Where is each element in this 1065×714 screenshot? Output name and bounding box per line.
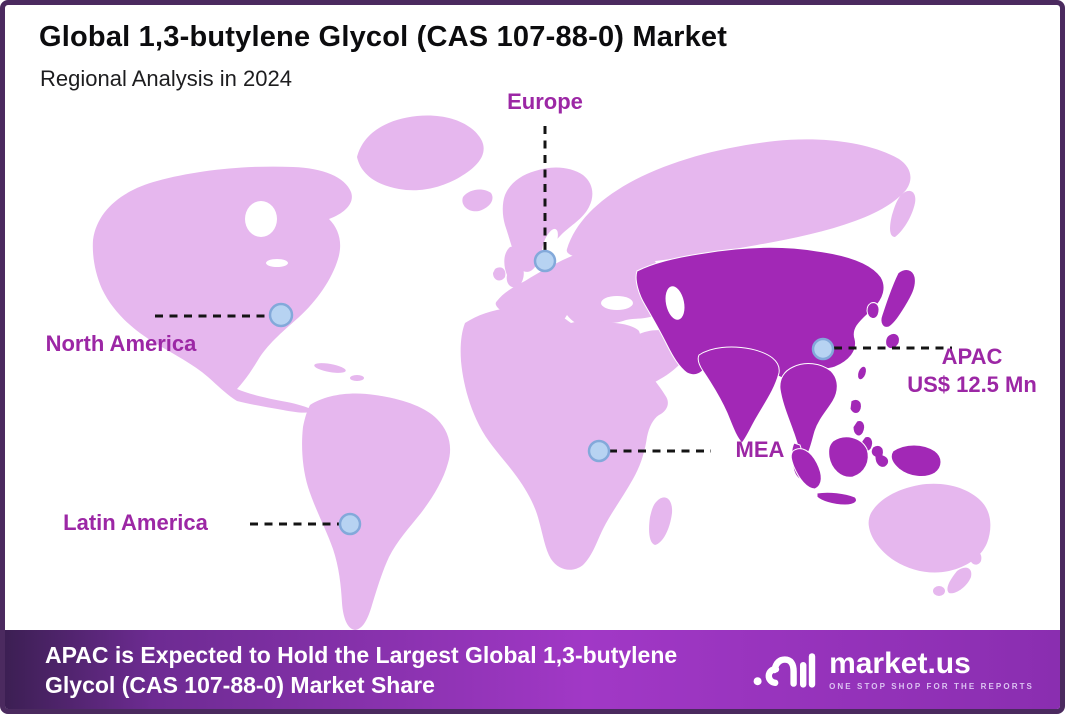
- region-label-apac: APAC US$ 12.5 Mn: [883, 343, 1060, 399]
- bottom-banner: APAC is Expected to Hold the Largest Glo…: [5, 630, 1060, 709]
- hudson-bay: [245, 201, 277, 237]
- caspian-sea: [665, 286, 685, 320]
- region-label-north-america: North America: [45, 331, 197, 356]
- marketus-logo-name: market.us: [829, 646, 971, 680]
- island-hispaniola: [350, 375, 364, 381]
- great-lakes: [266, 259, 288, 267]
- island-iceland: [462, 189, 493, 212]
- island-java: [816, 491, 858, 506]
- island-cuba: [314, 363, 346, 373]
- island-tasmania: [933, 586, 945, 596]
- island-ireland: [493, 267, 506, 281]
- banner-line-1: APAC is Expected to Hold the Largest Glo…: [45, 641, 678, 668]
- region-label-mea: MEA: [735, 437, 785, 462]
- continent-north-america: [92, 166, 352, 413]
- region-india: [697, 346, 780, 444]
- page-subtitle: Regional Analysis in 2024: [40, 66, 292, 91]
- region-russia: [566, 139, 911, 264]
- island-new-zealand-south: [947, 567, 972, 594]
- island-taiwan: [857, 365, 867, 381]
- region-indochina: [779, 363, 838, 460]
- region-value-apac: US$ 12.5 Mn: [907, 372, 1037, 397]
- region-kamchatka: [890, 190, 916, 237]
- continent-south-america: [302, 393, 451, 630]
- page-title: Global 1,3-butylene Glycol (CAS 107-88-0…: [39, 21, 728, 53]
- region-label-apac-name: APAC: [941, 344, 1003, 369]
- banner-text: APAC is Expected to Hold the Largest Glo…: [45, 640, 677, 700]
- region-label-latin-america: Latin America: [63, 510, 208, 535]
- island-borneo: [828, 436, 869, 478]
- island-japan: [880, 269, 916, 328]
- island-philippines-1: [849, 398, 862, 414]
- island-new-guinea: [890, 444, 942, 477]
- marker-north-america: [268, 302, 294, 328]
- marketus-logo-icon: [753, 652, 816, 688]
- marketus-logo-tagline: ONE STOP SHOP FOR THE REPORTS: [829, 681, 1034, 691]
- marker-europe: [533, 249, 557, 273]
- banner-line-2: Glycol (CAS 107-88-0) Market Share: [45, 671, 435, 698]
- island-sulawesi: [870, 444, 890, 468]
- marketus-logo: market.us ONE STOP SHOP FOR THE REPORTS: [752, 645, 1034, 695]
- island-madagascar: [649, 497, 673, 545]
- region-label-europe: Europe: [507, 89, 583, 114]
- marker-latin-america: [338, 512, 362, 536]
- marker-mea: [587, 439, 611, 463]
- continent-australia: [868, 483, 991, 573]
- black-sea: [601, 296, 633, 310]
- marketus-logo-text: market.us ONE STOP SHOP FOR THE REPORTS: [829, 646, 1034, 691]
- world-map: [92, 115, 991, 630]
- island-sumatra: [790, 448, 822, 490]
- region-korea: [866, 302, 880, 319]
- island-philippines-2: [852, 420, 866, 437]
- region-scandinavia: [502, 167, 593, 272]
- marker-apac: [811, 337, 835, 361]
- continent-greenland: [357, 115, 484, 191]
- continent-africa: [460, 307, 668, 570]
- island-new-zealand-north: [970, 551, 982, 565]
